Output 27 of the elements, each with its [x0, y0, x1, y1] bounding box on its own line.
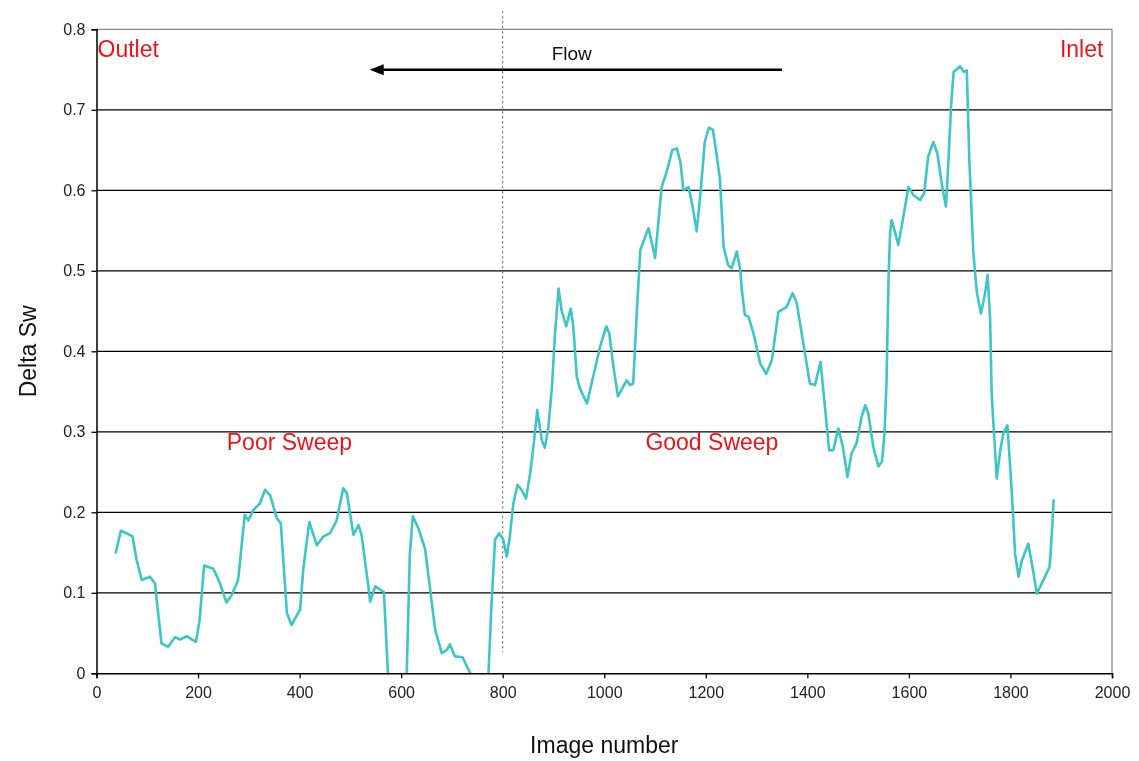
x-tick-label: 2000: [1094, 683, 1131, 701]
x-tick-label: 600: [388, 683, 416, 701]
x-tick-label: 1000: [586, 683, 623, 701]
x-axis-title: Image number: [530, 732, 679, 758]
annotation: Flow: [551, 42, 593, 64]
y-tick-label: 0: [76, 664, 86, 682]
y-tick-label: 0.7: [63, 101, 86, 119]
annotation: Inlet: [1059, 35, 1104, 62]
x-tick-label: 800: [489, 683, 517, 701]
x-tick-label: 1400: [790, 683, 826, 701]
x-tick-label: 1200: [688, 683, 725, 701]
annotation: Outlet: [97, 35, 160, 62]
x-tick-label: 1800: [993, 683, 1029, 701]
y-tick-label: 0.3: [63, 423, 86, 441]
x-tick-label: 400: [286, 683, 314, 701]
x-tick-label: 0: [92, 683, 102, 701]
x-tick-label: 1600: [891, 683, 928, 701]
annotation: Poor Sweep: [226, 429, 353, 456]
y-tick-label: 0.5: [63, 262, 86, 280]
y-tick-label: 0.2: [63, 503, 86, 521]
x-tick-label: 200: [185, 683, 212, 701]
y-tick-label: 0.4: [63, 342, 86, 360]
y-axis-title: Delta Sw: [15, 304, 41, 398]
y-tick-label: 0.8: [63, 20, 86, 38]
annotation: Good Sweep: [645, 429, 779, 456]
y-tick-label: 0.1: [63, 584, 86, 602]
y-tick-label: 0.6: [63, 181, 86, 199]
